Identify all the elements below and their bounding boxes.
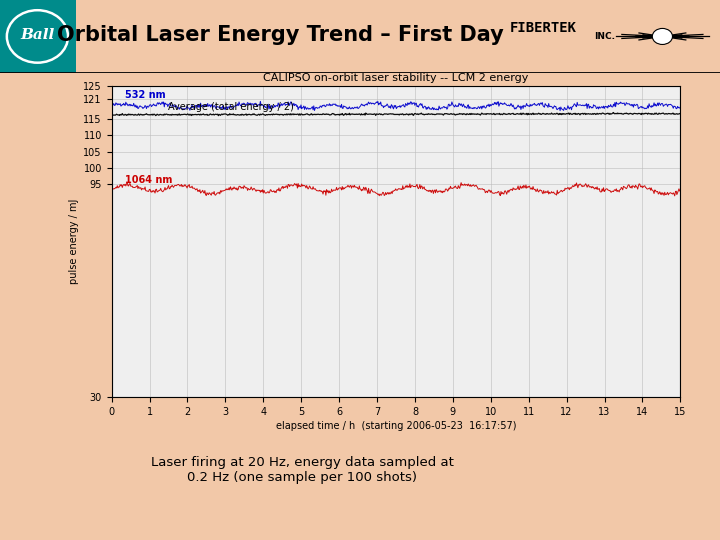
Y-axis label: pulse energy / mJ: pulse energy / mJ — [69, 199, 79, 285]
Ellipse shape — [652, 29, 672, 44]
FancyBboxPatch shape — [0, 0, 76, 73]
Text: Ball: Ball — [20, 28, 55, 42]
Text: Orbital Laser Energy Trend – First Day: Orbital Laser Energy Trend – First Day — [58, 25, 504, 45]
Text: 1064 nm: 1064 nm — [125, 175, 172, 185]
Text: FIBERTEK: FIBERTEK — [510, 21, 577, 35]
Text: INC.: INC. — [594, 32, 615, 41]
FancyBboxPatch shape — [112, 86, 680, 397]
Text: Average (total energy / 2): Average (total energy / 2) — [168, 102, 294, 112]
Text: 532 nm: 532 nm — [125, 90, 166, 100]
Text: Laser firing at 20 Hz, energy data sampled at
0.2 Hz (one sample per 100 shots): Laser firing at 20 Hz, energy data sampl… — [151, 456, 454, 484]
Title: CALIPSO on-orbit laser stability -- LCM 2 energy: CALIPSO on-orbit laser stability -- LCM … — [264, 73, 528, 83]
X-axis label: elapsed time / h  (starting 2006-05-23  16:17:57): elapsed time / h (starting 2006-05-23 16… — [276, 421, 516, 431]
